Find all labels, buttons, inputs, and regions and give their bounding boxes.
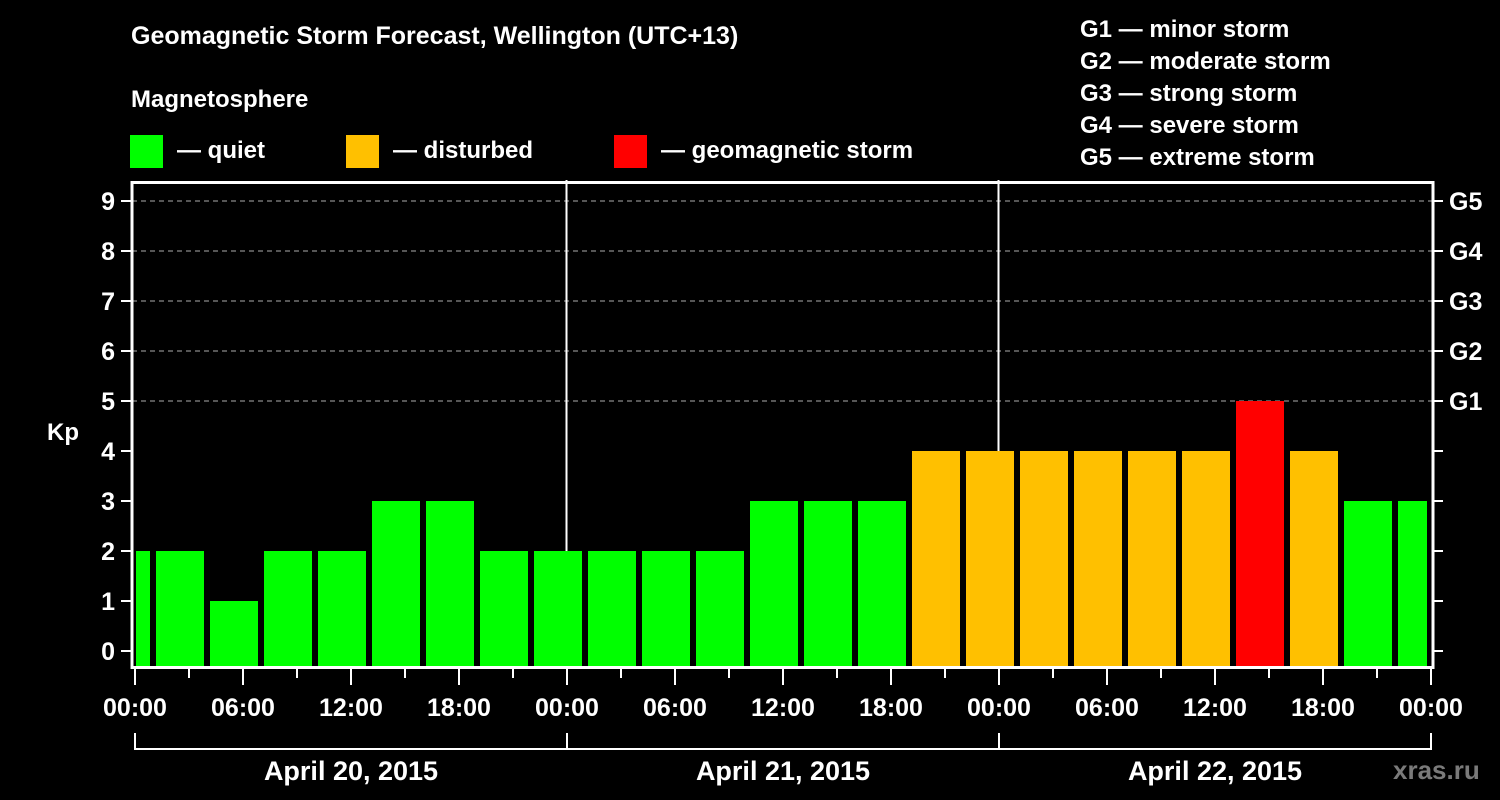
- x-tick-label: 12:00: [751, 694, 815, 722]
- kp-bar: [642, 551, 690, 667]
- y-tick-label: 9: [101, 188, 115, 216]
- y-tick-label: 8: [101, 238, 115, 266]
- y-tick-label: 2: [101, 538, 115, 566]
- storm-scale-g2: G2 — moderate storm: [1080, 48, 1331, 75]
- kp-bar: [264, 551, 312, 667]
- right-tick-label-g1: G1: [1449, 388, 1482, 416]
- y-tick-label: 6: [101, 338, 115, 366]
- kp-bar: [858, 501, 906, 667]
- y-tick-label: 1: [101, 588, 115, 616]
- kp-bar: [156, 551, 204, 667]
- x-axis: 00:00 06:00 12:00 18:00 00:00 06:00 12:00 18:00…: [103, 669, 1463, 722]
- y-tick-label: 3: [101, 488, 115, 516]
- right-tick-label-g5: G5: [1449, 188, 1482, 216]
- kp-bar: [804, 501, 852, 667]
- legend-swatch-quiet: [130, 134, 163, 168]
- kp-bar: [1182, 451, 1230, 667]
- kp-bar: [588, 551, 636, 667]
- legend-swatch-disturbed: [346, 134, 379, 168]
- x-tick-label: 06:00: [211, 694, 275, 722]
- x-tick-label: 00:00: [1399, 694, 1463, 722]
- x-tick-label: 06:00: [1075, 694, 1139, 722]
- legend-title: Magnetosphere: [131, 86, 309, 113]
- kp-bar: [1020, 451, 1068, 667]
- right-axis: G1 G2 G3 G4 G5: [1433, 188, 1482, 652]
- gridlines: [132, 200, 1433, 402]
- kp-bar: [1398, 501, 1427, 667]
- kp-bar: [1236, 401, 1284, 667]
- kp-bars: [136, 401, 1427, 667]
- y-tick-label: 5: [101, 388, 115, 416]
- y-tick-label: 7: [101, 288, 115, 316]
- x-tick-label: 12:00: [319, 694, 383, 722]
- x-tick-label: 00:00: [103, 694, 167, 722]
- day-label: April 21, 2015: [696, 756, 870, 786]
- storm-scale-g4: G4 — severe storm: [1080, 112, 1299, 139]
- day-bracket: [998, 733, 1432, 750]
- legend-item-storm: — geomagnetic storm: [614, 134, 913, 168]
- storm-scale-g1: G1 — minor storm: [1080, 16, 1290, 43]
- day-bracket: [566, 733, 1000, 750]
- day-label: April 20, 2015: [264, 756, 438, 786]
- legend-item-quiet: — quiet: [130, 134, 265, 168]
- y-axis-label: Kp: [47, 419, 79, 446]
- kp-bar: [136, 551, 150, 667]
- storm-scale-g3: G3 — strong storm: [1080, 80, 1298, 107]
- legend-swatch-storm: [614, 134, 647, 168]
- kp-bar: [318, 551, 366, 667]
- kp-bar: [966, 451, 1014, 667]
- day-brackets: April 20, 2015 April 21, 2015 April 22, 20…: [134, 733, 1432, 786]
- legend-label-storm: — geomagnetic storm: [661, 137, 914, 164]
- x-tick-label: 00:00: [535, 694, 599, 722]
- day-bracket: [134, 733, 568, 750]
- y-tick-label: 4: [101, 438, 115, 466]
- legend-label-quiet: — quiet: [177, 137, 265, 164]
- legend-item-disturbed: — disturbed: [346, 134, 533, 168]
- kp-bar: [1074, 451, 1122, 667]
- y-axis: 0 1 2 3 4 5 6 7 8 9: [101, 188, 132, 666]
- kp-bar: [1344, 501, 1392, 667]
- x-tick-label: 18:00: [859, 694, 923, 722]
- kp-bar: [480, 551, 528, 667]
- storm-scale-g5: G5 — extreme storm: [1080, 144, 1315, 171]
- kp-bar: [534, 551, 582, 667]
- y-tick-label: 0: [101, 638, 115, 666]
- storm-scale-legend: G1 — minor storm G2 — moderate storm G3 …: [1080, 14, 1331, 174]
- plot-frame: [130, 181, 1435, 669]
- kp-bar: [1128, 451, 1176, 667]
- x-tick-label: 18:00: [1291, 694, 1355, 722]
- x-tick-label: 06:00: [643, 694, 707, 722]
- x-tick-label: 12:00: [1183, 694, 1247, 722]
- kp-bar: [210, 601, 258, 667]
- x-tick-label: 18:00: [427, 694, 491, 722]
- right-tick-label-g4: G4: [1449, 238, 1482, 266]
- legend-label-disturbed: — disturbed: [393, 137, 534, 164]
- right-tick-label-g3: G3: [1449, 288, 1482, 316]
- kp-bar: [426, 501, 474, 667]
- kp-bar: [912, 451, 960, 667]
- kp-bar: [1290, 451, 1338, 667]
- right-tick-label-g2: G2: [1449, 338, 1482, 366]
- kp-bar: [750, 501, 798, 667]
- day-label: April 22, 2015: [1128, 756, 1302, 786]
- kp-bar: [696, 551, 744, 667]
- watermark: xras.ru: [1393, 755, 1480, 785]
- x-tick-label: 00:00: [967, 694, 1031, 722]
- chart-title: Geomagnetic Storm Forecast, Wellington (…: [131, 22, 739, 50]
- kp-bar: [372, 501, 420, 667]
